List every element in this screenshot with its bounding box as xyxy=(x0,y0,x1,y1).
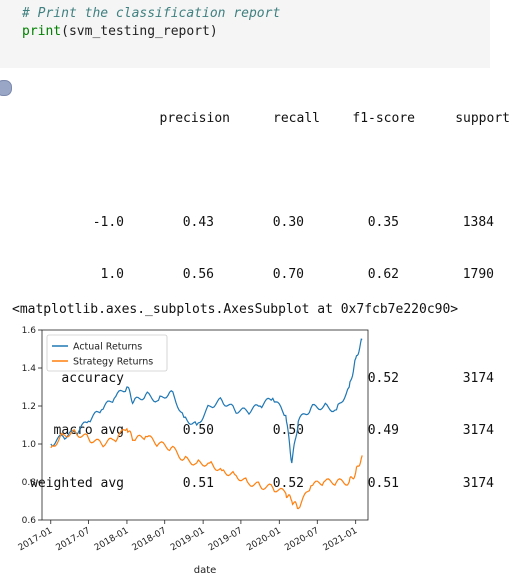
x-tick-label: 2020-07 xyxy=(283,526,321,553)
code-cell[interactable]: # Print the classification report print(… xyxy=(0,0,490,68)
x-tick-label: 2019-01 xyxy=(169,526,207,553)
header-support: support xyxy=(455,110,510,126)
report-row: 1.0 0.56 0.70 0.62 1790 xyxy=(100,267,494,283)
y-tick-label: 0.8 xyxy=(22,478,37,488)
x-tick-label: 2021-01 xyxy=(322,526,360,553)
header-precision: precision xyxy=(159,110,230,126)
classification-report: precision recall f1-score support -1.0 0.43 0… xyxy=(20,75,510,509)
report-header-row: precision recall f1-score support xyxy=(20,110,510,127)
x-axis: 2017-01 2017-07 2018-01 2018-07 2019-01 2019-… xyxy=(17,520,359,553)
y-tick-label: 1.0 xyxy=(22,440,37,450)
returns-line-chart: 0.6 0.8 1.0 1.2 1.4 1.6 2017-01 2017-07 2018-01… xyxy=(17,326,369,576)
x-tick-label: 2018-01 xyxy=(93,526,131,553)
legend: Actual Returns Strategy Returns xyxy=(46,334,168,372)
x-axis-label: date xyxy=(194,565,217,576)
y-axis: 0.6 0.8 1.0 1.2 1.4 1.6 xyxy=(22,326,42,526)
x-tick-label: 2020-01 xyxy=(245,526,283,553)
output-indicator-icon[interactable] xyxy=(0,80,12,96)
legend-label-strategy: Strategy Returns xyxy=(73,357,153,368)
y-tick-label: 1.2 xyxy=(22,402,36,412)
series-line-strategy-returns xyxy=(50,427,363,510)
header-recall: recall xyxy=(273,110,320,126)
series-line-actual-returns xyxy=(50,338,363,464)
code-comment: # Print the classification report xyxy=(22,6,281,21)
legend-box xyxy=(46,334,168,372)
plot-lines xyxy=(50,338,363,510)
axes-repr-output: <matplotlib.axes._subplots.AxesSubplot a… xyxy=(12,302,459,317)
report-row: accuracy 0.52 3174 xyxy=(61,371,494,387)
x-tick-label: 2017-07 xyxy=(54,526,92,553)
x-tick-label: 2019-07 xyxy=(207,526,245,553)
code-statement: print(svm_testing_report) xyxy=(22,24,218,39)
y-tick-label: 1.6 xyxy=(22,326,37,336)
axes-frame xyxy=(41,329,369,521)
header-f1: f1-score xyxy=(352,110,415,126)
report-row: -1.0 0.43 0.30 0.35 1384 xyxy=(92,214,494,230)
x-tick-label: 2017-01 xyxy=(17,526,55,553)
legend-label-actual: Actual Returns xyxy=(73,342,142,353)
x-tick-label: 2018-07 xyxy=(131,526,169,553)
code-argument: (svm_testing_report) xyxy=(61,24,218,39)
y-tick-label: 1.4 xyxy=(22,364,37,374)
report-row: weighted avg 0.51 0.52 0.51 3174 xyxy=(30,475,494,491)
code-function: print xyxy=(22,24,62,39)
y-tick-label: 0.6 xyxy=(22,516,37,526)
